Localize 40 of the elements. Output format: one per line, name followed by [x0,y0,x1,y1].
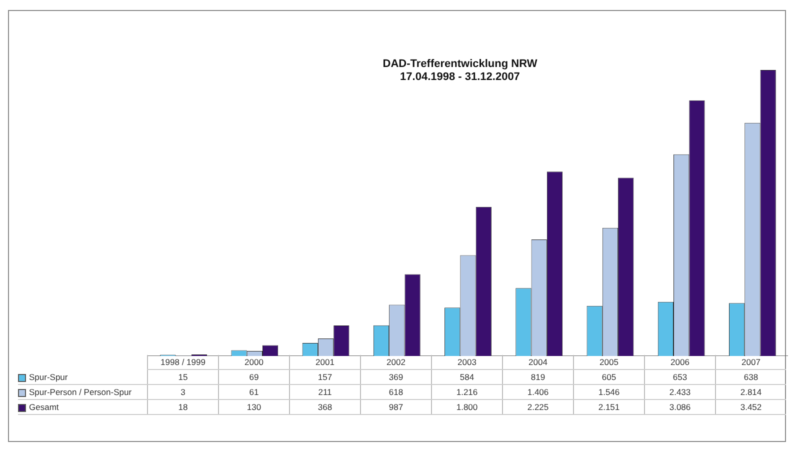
legend-label: Spur-Spur [18,370,148,384]
chart-title: DAD-Trefferentwicklung NRW 17.04.1998 - 31.12.2007 [382,58,538,84]
legend-label: Spur-Person / Person-Spur [18,384,148,400]
data-label: 18 [148,400,218,414]
data-label: 15 [148,370,218,384]
data-label: 61 [218,384,290,400]
data-label: 368 [290,400,360,414]
data-label: 1.406 [502,384,574,400]
data-label: 1.546 [574,384,644,400]
data-label: 3.086 [644,400,716,414]
x-tick-label: 2007 [716,355,786,370]
data-label: 618 [360,384,432,400]
data-label: 605 [574,370,644,384]
data-label: 1.216 [432,384,502,400]
data-label: 130 [218,400,290,414]
data-label: 819 [502,370,574,384]
data-label: 3.452 [716,400,786,414]
data-label: 2.225 [502,400,574,414]
data-label: 369 [360,370,432,384]
data-label: 987 [360,400,432,414]
x-tick-label: 2000 [218,355,290,370]
data-label: 3 [148,384,218,400]
x-tick-label: 2006 [644,355,716,370]
data-label: 69 [218,370,290,384]
data-label: 584 [432,370,502,384]
data-label: 211 [290,384,360,400]
legend-label: Gesamt [18,400,148,414]
data-label: 1.800 [432,400,502,414]
x-tick-label: 2001 [290,355,360,370]
x-tick-label: 2005 [574,355,644,370]
data-label: 2.151 [574,400,644,414]
data-label: 2.433 [644,384,716,400]
x-tick-label: 1998 / 1999 [148,355,218,370]
data-label: 653 [644,370,716,384]
data-label: 157 [290,370,360,384]
data-label: 638 [716,370,786,384]
data-label: 2.814 [716,384,786,400]
x-tick-label: 2004 [502,355,574,370]
x-tick-label: 2003 [432,355,502,370]
x-tick-label: 2002 [360,355,432,370]
